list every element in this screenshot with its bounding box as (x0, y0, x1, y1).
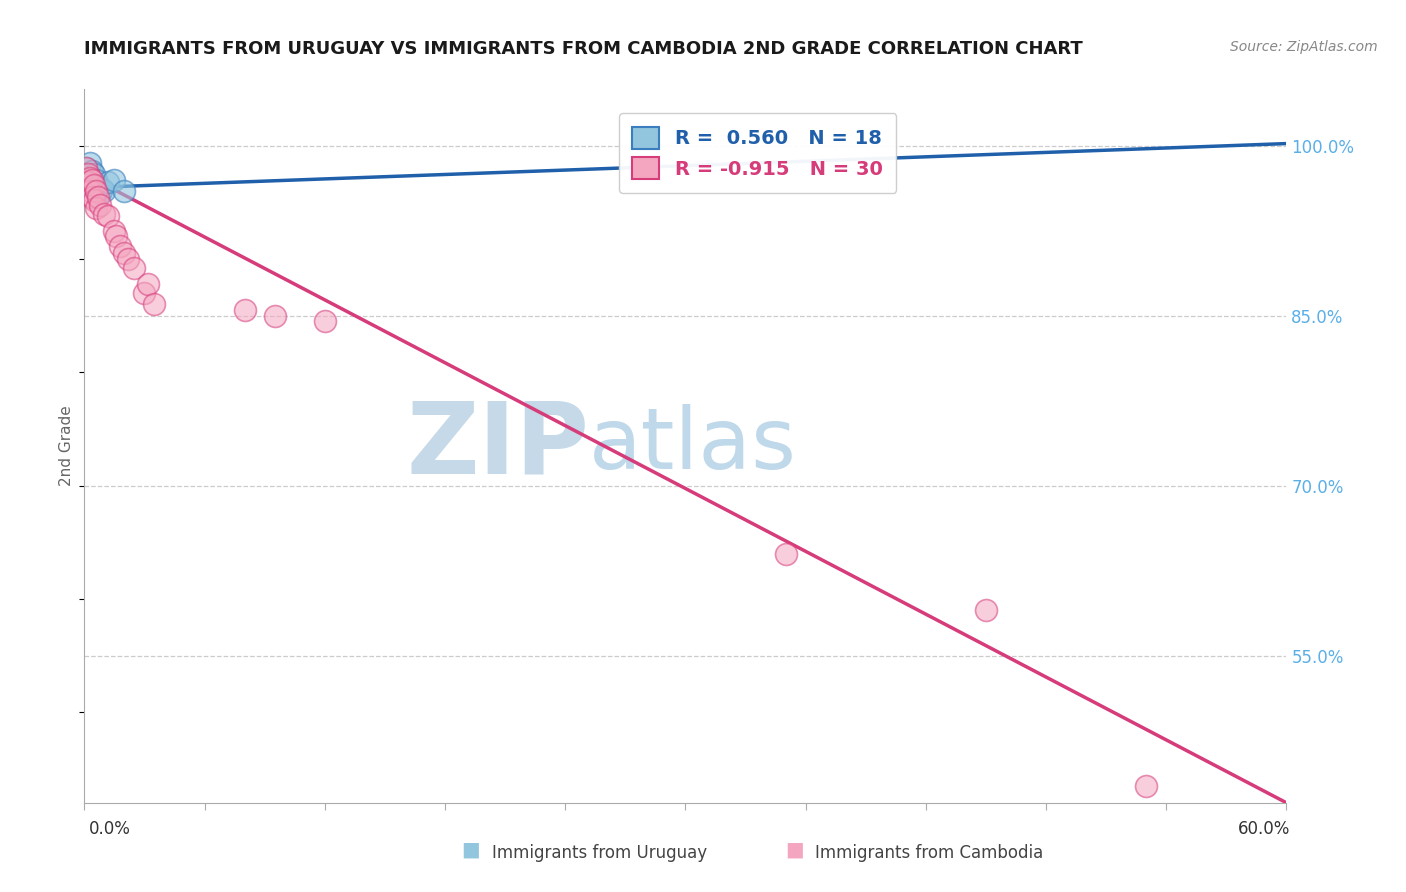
Point (87, 190, 110, 204)
Point (75, 161, 97, 176)
Text: Immigrants from Cambodia: Immigrants from Cambodia (815, 844, 1043, 862)
Point (93, 184, 115, 198)
Text: ▪: ▪ (461, 835, 481, 864)
Point (77, 167, 100, 181)
Point (83, 193, 105, 207)
Text: IMMIGRANTS FROM URUGUAY VS IMMIGRANTS FROM CAMBODIA 2ND GRADE CORRELATION CHART: IMMIGRANTS FROM URUGUAY VS IMMIGRANTS FR… (84, 40, 1083, 58)
Point (83, 167, 105, 181)
Point (89, 198, 111, 212)
Point (83, 180, 105, 194)
Point (138, 277, 160, 291)
Point (114, 184, 135, 198)
Point (117, 252, 139, 266)
Text: atlas: atlas (589, 404, 797, 488)
Point (86, 201, 108, 215)
Point (1135, 779, 1157, 793)
Point (77, 167, 100, 181)
Point (87, 178, 110, 193)
Point (82, 190, 104, 204)
Point (82, 178, 104, 193)
Point (82, 173, 104, 187)
Point (79, 170, 101, 185)
Point (75, 161, 97, 176)
Point (86, 173, 108, 187)
Point (775, 547, 797, 561)
Point (79, 170, 101, 185)
Text: ▪: ▪ (785, 835, 804, 864)
Text: Immigrants from Uruguay: Immigrants from Uruguay (492, 844, 707, 862)
Point (89, 186, 111, 201)
Point (86, 184, 108, 198)
Point (82, 163, 104, 178)
Point (110, 238, 132, 252)
Point (124, 261, 146, 276)
Point (83, 178, 105, 193)
Point (263, 309, 285, 323)
Text: 60.0%: 60.0% (1239, 820, 1291, 838)
Point (233, 303, 256, 318)
Point (77, 175, 100, 189)
Text: ZIP: ZIP (406, 398, 589, 494)
Point (79, 156, 101, 170)
Text: Source: ZipAtlas.com: Source: ZipAtlas.com (1230, 40, 1378, 54)
Point (974, 603, 997, 617)
Legend: R =  0.560   N = 18, R = -0.915   N = 30: R = 0.560 N = 18, R = -0.915 N = 30 (619, 113, 897, 193)
Point (97, 175, 120, 189)
Point (93, 207, 115, 221)
Point (143, 297, 166, 311)
Y-axis label: 2nd Grade: 2nd Grade (59, 406, 75, 486)
Point (114, 246, 135, 260)
Point (105, 229, 128, 244)
Point (103, 224, 125, 238)
Point (103, 173, 125, 187)
Point (86, 184, 108, 198)
Point (79, 184, 101, 198)
Point (77, 175, 100, 189)
Point (314, 314, 336, 328)
Point (91, 182, 114, 196)
Text: 0.0%: 0.0% (89, 820, 131, 838)
Point (134, 286, 156, 301)
Point (97, 209, 120, 223)
